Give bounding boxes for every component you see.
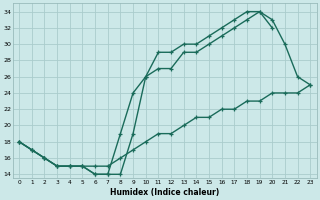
X-axis label: Humidex (Indice chaleur): Humidex (Indice chaleur) — [110, 188, 219, 197]
